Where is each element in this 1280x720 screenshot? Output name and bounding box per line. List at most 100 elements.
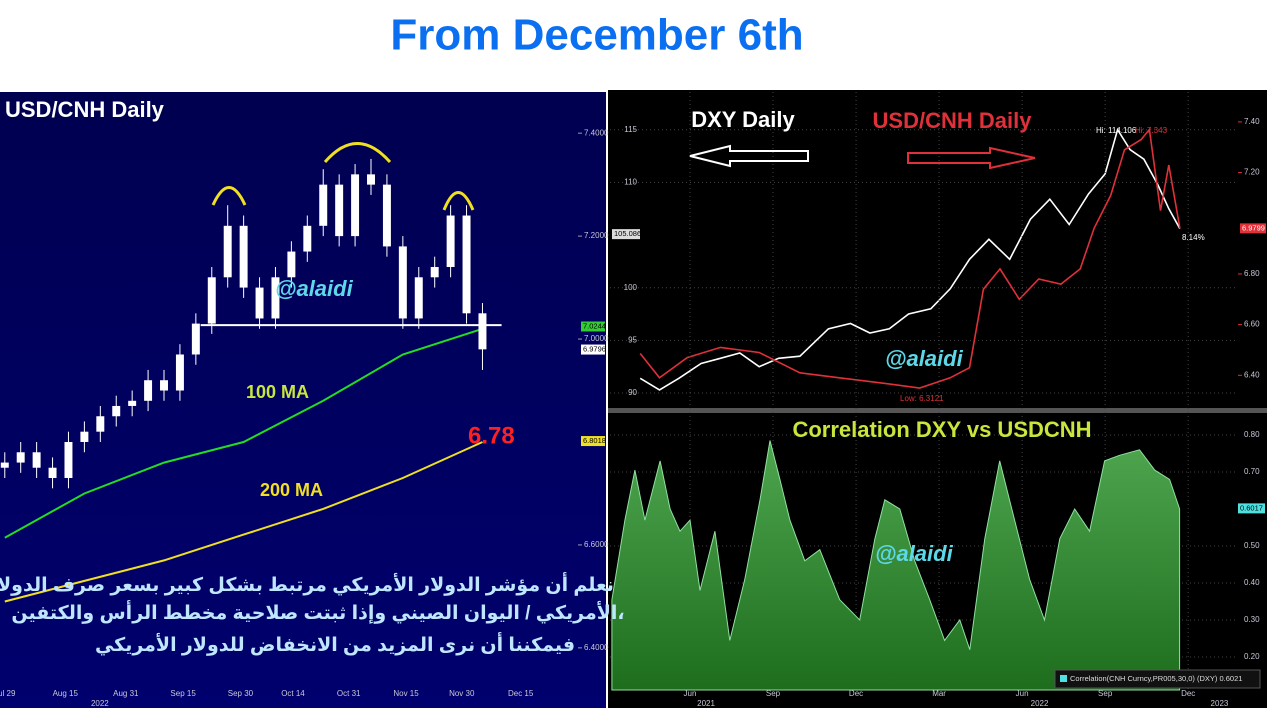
- x-tick-label: Nov 30: [449, 689, 475, 698]
- y-tick-label: 90: [628, 388, 637, 397]
- x-tick-label: Dec 15: [508, 689, 534, 698]
- moving-average: [4, 441, 483, 603]
- y-tick-label: 95: [628, 335, 637, 344]
- candle-body: [175, 354, 184, 391]
- year-label: 2022: [1031, 699, 1049, 708]
- y-tick-label: 7.4000: [584, 128, 609, 137]
- x-tick-label: Oct 31: [337, 689, 361, 698]
- y-tick-label: 110: [624, 177, 637, 186]
- note-line: نعلم أن مؤشر الدولار الأمريكي مرتبط بشكل…: [0, 572, 614, 596]
- annotation: Low: 6.3121: [900, 394, 944, 403]
- price-tag-label: 6.9799: [1242, 223, 1265, 232]
- x-tick-label: Dec: [849, 689, 863, 698]
- x-tick-label: Oct 14: [281, 689, 305, 698]
- price-tag: [581, 344, 605, 355]
- pane-separator: [608, 408, 1267, 413]
- legend-box: [1054, 669, 1261, 689]
- chart-title: Correlation DXY vs USDCNH: [792, 417, 1091, 442]
- y-tick-label: 0.40: [1244, 578, 1260, 587]
- price-tag-label: 0.6017: [1240, 503, 1263, 512]
- y2-tick-label: 6.40: [1244, 370, 1260, 379]
- candle-body: [144, 380, 153, 401]
- price-tag: [612, 229, 640, 240]
- year-label: 2021: [697, 699, 715, 708]
- candle-body: [382, 184, 391, 247]
- moving-average: [4, 327, 483, 539]
- candle-body: [255, 287, 264, 319]
- x-tick-label: Dec: [1181, 689, 1195, 698]
- shoulder-arc: [442, 191, 475, 211]
- x-tick-label: Aug 15: [53, 689, 79, 698]
- left-chart: 7.4000 7.2000 7.0000 6.6000 6.4000 Jul 29 Aug …: [0, 128, 609, 708]
- candle-body: [430, 266, 439, 278]
- annotation: Hi: 114.106: [1096, 126, 1137, 135]
- x-tick-label: Sep 30: [228, 689, 254, 698]
- y-tick-label: 115: [624, 125, 637, 134]
- year-label: 2022: [91, 699, 109, 708]
- price-tag: [1240, 223, 1266, 234]
- candle-body: [207, 277, 216, 324]
- candle-body: [32, 452, 41, 468]
- x-tick-label: Sep 15: [170, 689, 196, 698]
- ma-label: 100 MA: [246, 382, 309, 402]
- candle-body: [64, 441, 73, 479]
- y2-tick-label: 6.60: [1244, 320, 1260, 329]
- line-series: [639, 127, 1181, 389]
- y-tick-label: 6.6000: [584, 540, 609, 549]
- legend-entry: Correlation(CNH Curncy,PR005,30,0) (DXY)…: [1070, 674, 1242, 683]
- candle-body: [112, 405, 121, 417]
- y-tick-label: 0.70: [1244, 467, 1260, 476]
- head-arc: [323, 142, 392, 163]
- x-tick-label: Jul 29: [0, 689, 16, 698]
- watermark: @alaidi: [885, 346, 964, 371]
- left-panel: [0, 92, 606, 708]
- y-tick-label: 7.0000: [584, 334, 609, 343]
- price-tag-label: 6.9796: [583, 345, 606, 354]
- y2-tick-label: 7.20: [1244, 168, 1260, 177]
- area-series: [611, 440, 1181, 691]
- candle-body: [80, 431, 89, 442]
- candle-body: [96, 416, 105, 432]
- legend-entry: DXY Daily: [691, 107, 795, 132]
- y2-tick-label: 7.40: [1244, 117, 1260, 126]
- note-line: الأمريكي / اليوان الصيني وإذا ثبتت صلاحي…: [11, 600, 624, 624]
- candle-body: [128, 400, 137, 406]
- watermark: @alaidi: [875, 541, 954, 566]
- x-tick-label: Aug 31: [113, 689, 139, 698]
- ma-label: 200 MA: [260, 480, 323, 500]
- y-tick-label: 0.50: [1244, 541, 1260, 550]
- shoulder-arc: [211, 186, 247, 206]
- y-tick-label: 7.2000: [584, 231, 609, 240]
- candle-body: [223, 225, 232, 278]
- y2-tick-label: 6.80: [1244, 269, 1260, 278]
- candle-body: [319, 184, 328, 226]
- candle-body: [160, 380, 168, 391]
- y-tick-label: 0.20: [1244, 652, 1260, 661]
- target-label: 6.78: [468, 422, 515, 449]
- x-tick-label: Mar: [932, 689, 946, 698]
- y-tick-label: 100: [624, 283, 638, 292]
- legend-entry: USD/CNH Daily: [873, 108, 1033, 133]
- bottom-right-chart: 0.80 0.70 0.50 0.40 0.30 0.20 Jun Sep Dec Mar Jun S…: [610, 92, 1265, 708]
- candle-body: [0, 462, 9, 468]
- note-line: فيمكننا أن نرى المزيد من الانخفاض للدولا…: [95, 632, 575, 656]
- candle-body: [48, 467, 57, 479]
- y-tick-label: 0.30: [1244, 615, 1260, 624]
- price-tag-label: 105.086: [614, 229, 641, 238]
- candle-body: [239, 225, 248, 288]
- x-tick-label: Sep: [766, 689, 781, 698]
- right-arrow: [907, 146, 1036, 170]
- candle-body: [191, 323, 200, 355]
- candle-body: [367, 174, 375, 185]
- candle-body: [287, 251, 296, 278]
- x-tick-label: Nov 15: [393, 689, 419, 698]
- candle-body: [398, 246, 407, 319]
- page-title: From December 6th: [390, 11, 803, 60]
- candle-body: [303, 225, 312, 252]
- chart-title: USD/CNH Daily: [5, 97, 165, 122]
- candle-body: [478, 313, 487, 350]
- candle-body: [446, 215, 455, 267]
- price-tag: [581, 436, 605, 447]
